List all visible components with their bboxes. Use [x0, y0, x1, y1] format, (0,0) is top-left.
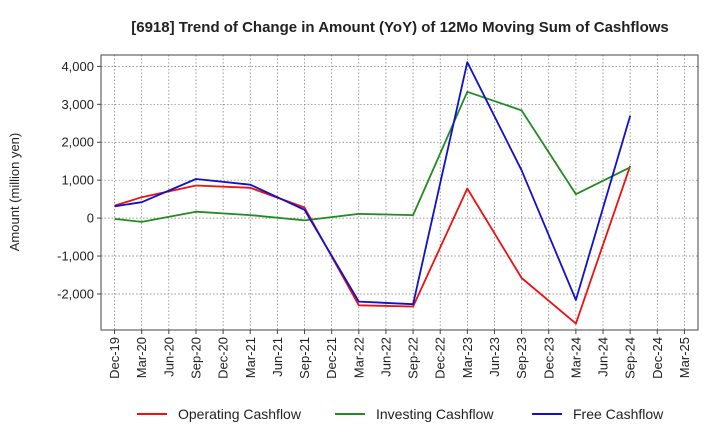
x-axis: Dec-19 Mar-20 Jun-20 Sep-20 Dec-20 Mar-21 Jun-…	[107, 330, 692, 379]
x-tick-label: Sep-20	[188, 337, 203, 379]
x-tick-label: Dec-19	[107, 337, 122, 379]
legend-label-free-cashflow: Free Cashflow	[573, 406, 664, 422]
x-tick-label: Sep-24	[623, 337, 638, 379]
x-tick-label: Jun-24	[596, 337, 611, 377]
x-tick-label: Dec-22	[433, 337, 448, 379]
y-axis-label: Amount (million yen)	[7, 133, 22, 252]
series-layer	[114, 61, 632, 325]
y-tick-label: 4,000	[61, 59, 94, 74]
x-tick-label: Dec-24	[650, 337, 665, 379]
chart-title: [6918] Trend of Change in Amount (YoY) o…	[131, 19, 669, 36]
y-tick-label: -2,000	[57, 286, 94, 301]
x-tick-label: Jun-20	[161, 337, 176, 377]
legend: Operating Cashflow Investing Cashflow Free…	[137, 406, 664, 422]
x-tick-label: Dec-20	[216, 337, 231, 379]
x-tick-label: Jun-21	[270, 337, 285, 377]
y-axis: -2,000 -1,000 0 1,000 2,000 3,000 4,000	[57, 59, 101, 301]
legend-label-investing-cashflow: Investing Cashflow	[376, 406, 494, 422]
x-tick-label: Jun-23	[487, 337, 502, 377]
y-tick-label: 2,000	[61, 135, 94, 150]
series-line-operating-cashflow	[114, 165, 632, 325]
series-line-investing-cashflow	[114, 90, 631, 223]
legend-label-operating-cashflow: Operating Cashflow	[178, 406, 302, 422]
y-tick-label: 3,000	[61, 97, 94, 112]
series-line-free-cashflow	[114, 61, 632, 306]
x-tick-label: Mar-22	[351, 337, 366, 378]
plot-area-frame	[100, 54, 699, 331]
x-tick-label: Jun-22	[378, 337, 393, 377]
x-tick-label: Mar-25	[677, 337, 692, 378]
y-tick-label: -1,000	[57, 249, 94, 264]
x-tick-label: Mar-21	[243, 337, 258, 378]
x-tick-label: Sep-22	[406, 337, 421, 379]
x-tick-label: Sep-21	[297, 337, 312, 379]
x-tick-label: Mar-20	[134, 337, 149, 378]
y-tick-label: 0	[87, 211, 94, 226]
x-tick-label: Mar-24	[568, 337, 583, 378]
x-tick-label: Dec-23	[541, 337, 556, 379]
x-tick-label: Sep-23	[514, 337, 529, 379]
x-tick-label: Dec-21	[324, 337, 339, 379]
y-tick-label: 1,000	[61, 173, 94, 188]
x-tick-label: Mar-23	[460, 337, 475, 378]
